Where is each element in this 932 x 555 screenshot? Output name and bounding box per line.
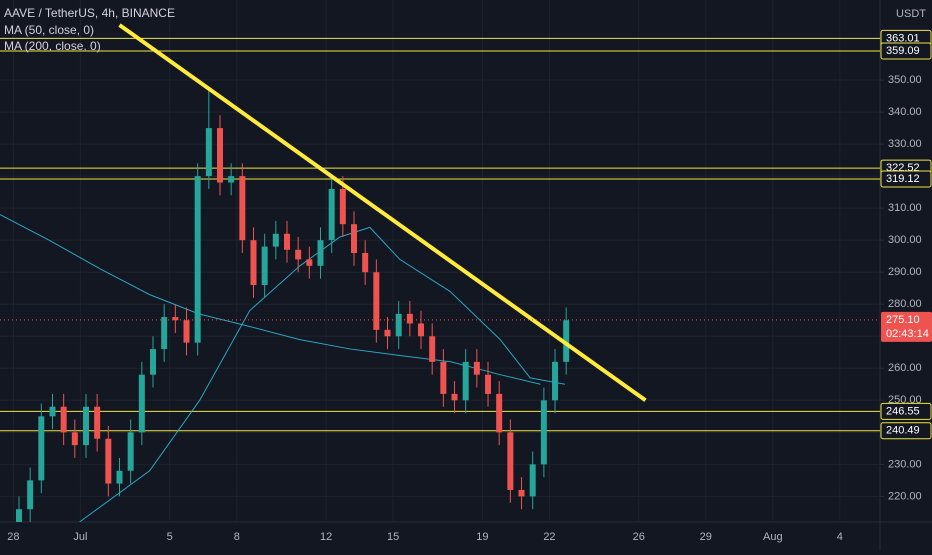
candle-body [451,393,458,401]
candle-body [518,489,525,497]
level-label: 359.09 [886,45,920,57]
candle-body [418,323,425,337]
x-tick-label: 12 [320,531,332,543]
x-tick-label: 8 [234,531,240,543]
candle-body [138,374,145,433]
candle-body [239,176,246,241]
plot [0,23,880,522]
level-label: 246.55 [886,405,920,417]
candle-body [395,313,402,337]
candle-body [15,509,22,522]
x-tick-label: 4 [837,531,843,543]
candle-body [261,246,268,286]
candle-body [250,240,257,286]
x-tick-label: 5 [167,531,173,543]
y-tick-label: 290.00 [888,266,922,278]
candle-body [306,259,313,266]
candle-body [529,464,536,497]
y-tick-label: 220.00 [888,490,922,502]
candle-body [38,416,45,481]
price-label: 275.10 [886,314,920,326]
y-tick-label: 300.00 [888,234,922,246]
legend-entry: MA (200, close, 0) [4,39,101,53]
grid [0,0,880,522]
x-tick-label: Aug [763,531,783,543]
y-tick-label: 310.00 [888,202,922,214]
candle-body [60,406,67,433]
candle-body [563,320,570,362]
candle-body [362,252,369,273]
candle-body [105,438,112,484]
candle-body [328,188,335,241]
candle-body [440,361,447,394]
candle-body [406,313,413,324]
candle-body [339,188,346,225]
candle-body [351,224,358,253]
x-tick-label: 28 [7,531,19,543]
trend-line [118,23,647,402]
candle-body [272,233,279,247]
candle-body [384,329,391,337]
countdown-label: 02:43:14 [886,328,929,340]
level-label-box [880,170,932,188]
candle-body [205,128,212,177]
candle-body [172,317,179,321]
y-tick-label: 340.00 [888,106,922,118]
candle-body [552,361,559,401]
moving-average [0,214,541,385]
candle-body [217,128,223,183]
candle-body [27,480,34,510]
candle-body [228,176,235,183]
candle-body [194,176,201,343]
x-tick-label: Jul [73,531,87,543]
price-label-box [881,311,932,342]
candle-body [71,432,78,446]
x-tick-label: 22 [543,531,555,543]
candle-body [373,272,380,330]
candle-body [116,470,123,484]
y-tick-label: 280.00 [888,298,922,310]
candle-body [82,406,89,446]
axis: 220.00230.00240.00250.00260.00270.00280.… [7,29,932,543]
candle-body [429,336,436,362]
candle-body [485,374,492,394]
level-label: 240.49 [886,425,920,437]
y-tick-label: 230.00 [888,458,922,470]
candle-body [473,361,480,375]
candle-body [462,361,469,401]
candle-body [94,406,101,439]
x-tick-label: 15 [387,531,399,543]
level-label: 319.12 [886,173,920,185]
currency-label: USDT [896,8,926,20]
y-tick-label: 350.00 [888,74,922,86]
level-label-box [880,42,932,60]
x-tick-label: 19 [476,531,488,543]
legend-entry: MA (50, close, 0) [4,23,94,37]
candle-body [284,233,291,250]
level-label: 363.01 [886,32,920,44]
candle-body [183,320,190,343]
chart-title: AAVE / TetherUS, 4h, BINANCE [4,6,175,20]
candle-body [496,393,503,433]
x-tick-label: 29 [700,531,712,543]
candle-body [507,432,514,490]
level-label-box [880,402,932,420]
candle-body [295,249,302,260]
candle-body [540,400,547,465]
level-label-box [880,422,932,440]
candle-body [161,317,168,350]
candle-body [127,432,134,471]
x-tick-label: 26 [633,531,645,543]
candle-body [49,406,56,417]
y-tick-label: 260.00 [888,362,922,374]
candle-body [317,240,324,266]
candle-body [149,349,156,375]
y-tick-label: 330.00 [888,138,922,150]
